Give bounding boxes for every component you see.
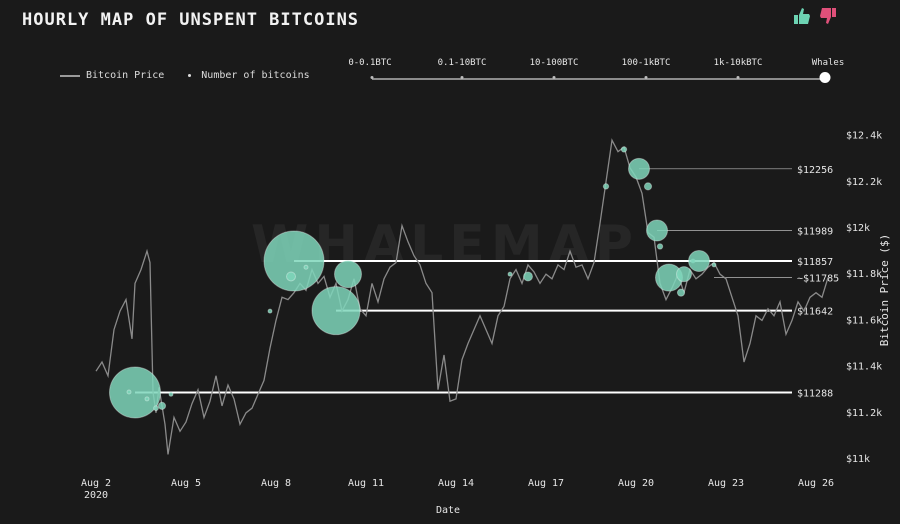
y-tick-4: $11.8k — [846, 269, 882, 280]
bubble-4 — [153, 405, 159, 412]
slider-option-5[interactable]: Whales — [811, 58, 845, 68]
slider-knob[interactable] — [819, 72, 831, 83]
x-tick-1: Aug 5 — [171, 478, 201, 489]
bubble-7 — [286, 271, 296, 282]
slider-track[interactable] — [372, 78, 830, 80]
price-line-group — [95, 138, 829, 455]
y-tick-0: $11k — [846, 454, 870, 465]
x-tick-8: Aug 26 — [798, 478, 834, 489]
x-axis: Aug 2 Aug 5 Aug 8 Aug 11 Aug 14 Aug 17 Aug 20 A… — [81, 478, 834, 501]
slider-option-2[interactable]: 10-100BTC — [529, 58, 579, 68]
slider-option-4[interactable]: 1k-10kBTC — [713, 58, 763, 68]
bubble-14 — [602, 183, 610, 190]
x-tick-year: 2020 — [84, 490, 108, 501]
y-tick-2: $11.4k — [846, 362, 882, 373]
x-tick-0: Aug 2 — [81, 478, 111, 489]
level-label-1: $11989 — [797, 227, 833, 238]
level-label-5: $11288 — [797, 388, 833, 399]
slider-stop[interactable] — [460, 76, 464, 79]
y-tick-1: $11.2k — [846, 408, 882, 419]
legend-price-label: Bitcoin Price — [86, 70, 165, 81]
price-line-swatch — [60, 74, 80, 77]
bubble-8 — [303, 264, 309, 270]
legend-coins-label: Number of bitcoins — [201, 70, 310, 81]
bubble-19 — [656, 243, 664, 250]
slider-option-3[interactable]: 100-1kBTC — [621, 58, 671, 68]
bubble-5 — [168, 391, 174, 397]
x-axis-title: Date — [436, 505, 460, 516]
wallet-size-slider[interactable]: 0-0.1BTC 0.1-10BTC 10-100BTC 100-1kBTC 1… — [340, 56, 860, 86]
price-line — [95, 138, 829, 455]
coins-dot-swatch — [188, 74, 192, 77]
level-label-4: $11642 — [797, 307, 833, 318]
price-levels: $12256 $11989 $11857 ~$11785 $11642 $11288 — [135, 165, 839, 399]
bubble-12 — [507, 271, 513, 277]
thumbs-down-icon[interactable] — [818, 6, 838, 26]
y-axis: $11k $11.2k $11.4k $11.6k $11.8k $12k $12.2k $1… — [846, 131, 882, 465]
bubble-0 — [109, 366, 161, 419]
bubble-18 — [646, 219, 668, 242]
chart-legend: Bitcoin Price Number of bitcoins — [60, 70, 310, 81]
bubble-3 — [157, 401, 167, 410]
bubble-16 — [628, 157, 650, 180]
bubble-2 — [144, 396, 150, 402]
bubble-6 — [263, 230, 325, 292]
x-tick-6: Aug 20 — [618, 478, 654, 489]
chart-title: HOURLY MAP OF UNSPENT BITCOINS — [22, 10, 360, 30]
slider-option-1[interactable]: 0.1-10BTC — [437, 58, 487, 68]
y-tick-5: $12k — [846, 223, 870, 234]
bubble-1 — [126, 389, 132, 395]
level-label-2: $11857 — [797, 257, 833, 268]
thumbs-up-icon[interactable] — [792, 6, 812, 26]
bubble-group — [109, 146, 717, 419]
y-axis-title: Bitcoin Price ($) — [878, 234, 891, 347]
slider-stop[interactable] — [370, 76, 374, 79]
slider-stop[interactable] — [736, 76, 740, 79]
x-tick-7: Aug 23 — [708, 478, 744, 489]
bubble-23 — [688, 250, 710, 273]
feedback-icons — [792, 6, 838, 26]
bubble-24 — [676, 288, 686, 297]
slider-option-0[interactable]: 0-0.1BTC — [348, 58, 392, 68]
level-label-3: ~$11785 — [797, 274, 839, 285]
bubble-11 — [267, 308, 273, 314]
bubble-9 — [334, 260, 362, 289]
y-tick-7: $12.4k — [846, 131, 882, 142]
slider-stop[interactable] — [644, 76, 648, 79]
y-tick-6: $12.2k — [846, 177, 882, 188]
slider-stop[interactable] — [552, 76, 556, 79]
bubble-17 — [643, 182, 653, 191]
x-tick-4: Aug 14 — [438, 478, 474, 489]
x-tick-5: Aug 17 — [528, 478, 564, 489]
x-tick-3: Aug 11 — [348, 478, 384, 489]
bubble-25 — [711, 262, 717, 268]
y-tick-3: $11.6k — [846, 315, 882, 326]
bubble-21 — [676, 266, 692, 283]
bubble-15 — [620, 146, 628, 153]
x-tick-2: Aug 8 — [261, 478, 291, 489]
bubble-13 — [523, 271, 533, 282]
level-label-0: $12256 — [797, 165, 833, 176]
bubble-10 — [311, 286, 361, 336]
